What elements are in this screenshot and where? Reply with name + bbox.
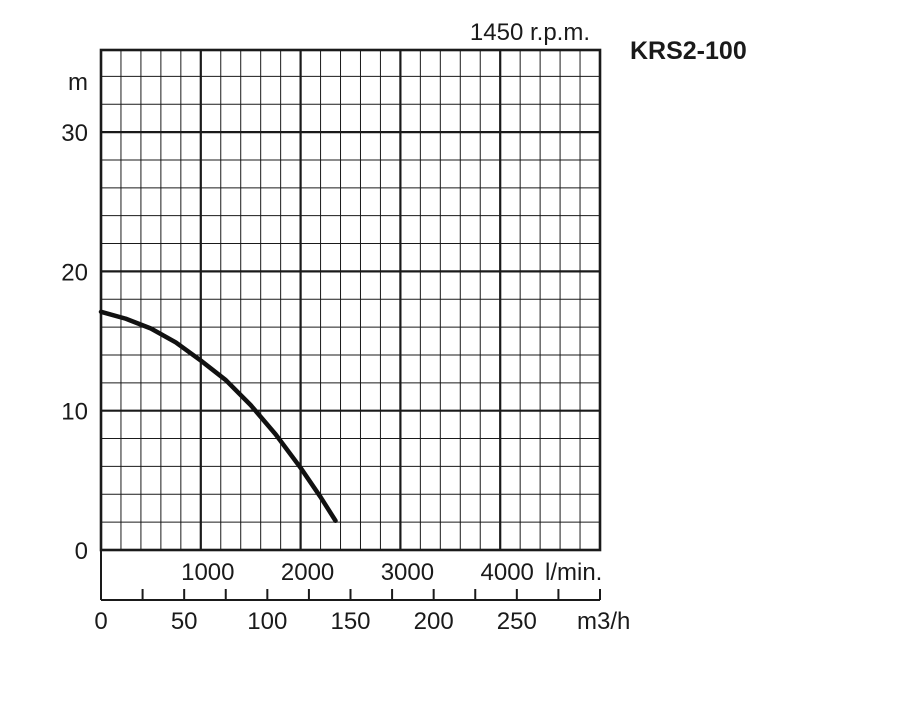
- y-tick-label: 10: [61, 399, 88, 426]
- label-layer: 1450 r.p.m. KRS2-100 m l/min. m3/h 0 10 20…: [61, 19, 746, 635]
- x-lpm-tick-label: 4000: [481, 559, 534, 586]
- x-m3h-tick-label: 250: [497, 608, 537, 635]
- chart-frame: [99, 48, 602, 601]
- x-m3h-tick-label: 50: [171, 608, 198, 635]
- grid: [101, 50, 600, 550]
- x-axis-lpm-unit: l/min.: [545, 559, 602, 586]
- x-m3h-tick-label: 0: [94, 608, 107, 635]
- series-layer: [98, 309, 338, 523]
- speed-label: 1450 r.p.m.: [470, 19, 590, 46]
- y-tick-label: 30: [61, 120, 88, 147]
- x-lpm-tick-label: 2000: [281, 559, 334, 586]
- x-m3h-tick-label: 150: [330, 608, 370, 635]
- y-tick-label: 20: [61, 259, 88, 286]
- chart-title: KRS2-100: [630, 37, 747, 65]
- head-curve-series-0: [98, 309, 338, 523]
- x-axis-m3h-unit: m3/h: [577, 608, 630, 635]
- x-m3h-tick-label: 100: [247, 608, 287, 635]
- y-tick-label: 0: [75, 538, 88, 565]
- plot-frame: [99, 48, 602, 552]
- x-lpm-tick-label: 3000: [381, 559, 434, 586]
- x-lpm-tick-label: 1000: [181, 559, 234, 586]
- x-m3h-tick-label: 200: [414, 608, 454, 635]
- y-axis-label: m: [68, 69, 88, 96]
